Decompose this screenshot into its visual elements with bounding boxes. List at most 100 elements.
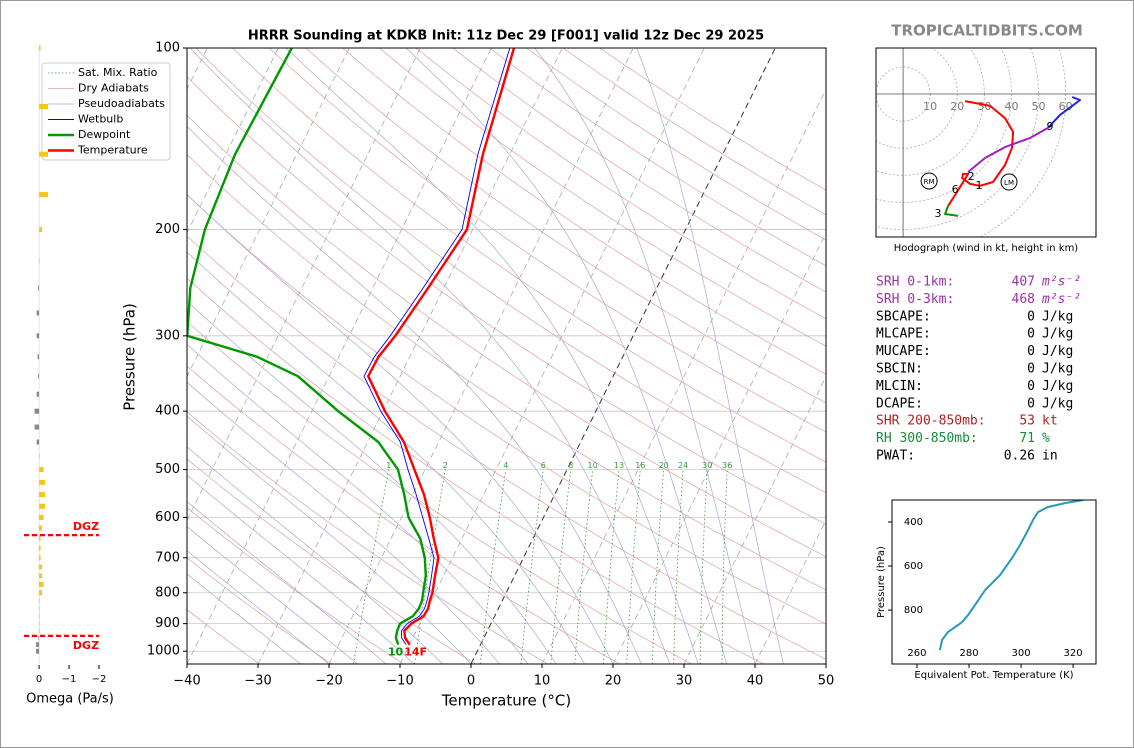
omega-bar [39, 590, 43, 596]
omega-bar [39, 606, 40, 612]
omega-bar [39, 103, 49, 109]
ring-label: 10 [923, 100, 937, 113]
dry-adiabat [187, 235, 826, 660]
dry-adiabat [195, 48, 826, 494]
dry-adiabat [187, 411, 548, 664]
dry-adiabat [187, 507, 404, 664]
mixing-ratio-line [353, 469, 390, 664]
y-tick-label: 600 [904, 561, 923, 572]
mixing-ratio-label: 13 [614, 461, 624, 470]
omega-bar [39, 45, 41, 51]
pseudoadiabat [187, 343, 529, 664]
x-tick-label: 280 [959, 648, 978, 659]
index-value: 407 [1012, 275, 1035, 290]
ring-label: 60 [1059, 100, 1073, 113]
index-unit: J/kg [1042, 379, 1073, 394]
mixing-ratio-label: 30 [702, 461, 712, 470]
index-label: MLCIN: [876, 379, 923, 394]
legend-label: Dry Adiabats [78, 82, 149, 95]
pseudoadiabat [187, 446, 443, 664]
pseudoadiabat [187, 415, 472, 664]
theta-e-line [938, 500, 1084, 651]
pseudoadiabat [187, 474, 415, 664]
x-tick-label: −2 [92, 674, 107, 685]
hodograph-caption: Hodograph (wind in kt, height in km) [894, 243, 1079, 254]
index-value: 0 [1027, 327, 1035, 342]
mixing-ratio-label: 20 [659, 461, 669, 470]
dry-adiabat [305, 48, 826, 404]
mixing-ratio-label: 2 [443, 461, 448, 470]
hodograph-frame [875, 47, 1097, 238]
omega-bar [38, 635, 40, 641]
dgz-label: DGZ [73, 639, 99, 652]
isotherm [328, 48, 634, 664]
omega-bar [36, 648, 40, 654]
x-tick-label: −10 [386, 674, 413, 689]
pseudoadiabat [187, 501, 387, 664]
y-axis-label: Pressure (hPa) [876, 546, 887, 618]
x-tick-label: −40 [173, 674, 200, 689]
x-axis-label: Equivalent Pot. Temperature (K) [914, 670, 1073, 681]
storm-motion [920, 172, 938, 190]
isotherm [683, 375, 826, 664]
dry-adiabat [379, 48, 826, 347]
storm-motion [1000, 173, 1018, 191]
ring-label: 40 [1004, 100, 1018, 113]
pseudoadiabat [187, 573, 301, 664]
isotherm [470, 48, 776, 664]
index-label: MUCAPE: [876, 344, 931, 359]
dry-adiabat [187, 114, 826, 558]
isotherm [187, 48, 279, 234]
y-tick-label: 400 [155, 404, 180, 419]
y-tick-label: 200 [155, 222, 180, 237]
index-value: 0.26 [1004, 449, 1035, 464]
chart-title: HRRR Sounding at KDKB Init: 11z Dec 29 [… [248, 29, 764, 44]
profile-line [367, 48, 516, 646]
dry-adiabat [268, 48, 826, 433]
omega-panel: 0 −1 −2 Omega (Pa/s) DGZ DGZ [24, 45, 114, 707]
y-tick-label: 400 [904, 517, 923, 528]
index-label: MLCAPE: [876, 327, 931, 342]
dry-adiabat [187, 458, 476, 664]
index-unit: J/kg [1042, 362, 1073, 377]
theta-e-frame [891, 499, 1097, 665]
omega-bar [39, 492, 46, 498]
omega-bar [39, 598, 40, 604]
index-unit: J/kg [1042, 327, 1073, 342]
plot-frame [186, 47, 827, 665]
x-tick-label: 30 [676, 674, 693, 689]
legend-label: Dewpoint [78, 128, 131, 141]
index-unit: kt [1042, 414, 1058, 429]
legend-label: Pseudoadiabats [78, 97, 165, 110]
y-tick-label: 600 [155, 510, 180, 525]
omega-bar [36, 391, 40, 397]
y-tick-label: 800 [904, 605, 923, 616]
index-label: SRH 0-1km: [876, 275, 954, 290]
profile-line [363, 48, 511, 645]
omega-bar [39, 535, 41, 541]
omega-bar [39, 257, 40, 263]
hodograph-label: 3 [935, 207, 942, 220]
y-tick-label: 900 [155, 616, 180, 631]
pseudoadiabat [285, 48, 699, 664]
index-label: PWAT: [876, 449, 915, 464]
omega-bar [39, 564, 43, 570]
pseudoadiabat [187, 125, 642, 664]
omega-bar [36, 439, 40, 445]
omega-bar [39, 479, 46, 485]
dry-adiabat [232, 48, 826, 463]
surface-label: 10 [388, 646, 404, 659]
index-label: SRH 0-3km: [876, 292, 954, 307]
omega-bar [39, 453, 40, 459]
isotherm [612, 231, 826, 664]
index-unit: m²s⁻² [1041, 292, 1081, 307]
omega-bar [39, 151, 49, 157]
omega-bar [39, 545, 41, 551]
pseudoadiabat [189, 48, 671, 664]
omega-bar [39, 581, 44, 587]
omega-bar [39, 467, 44, 473]
y-axis-label: Pressure (hPa) [121, 303, 139, 411]
